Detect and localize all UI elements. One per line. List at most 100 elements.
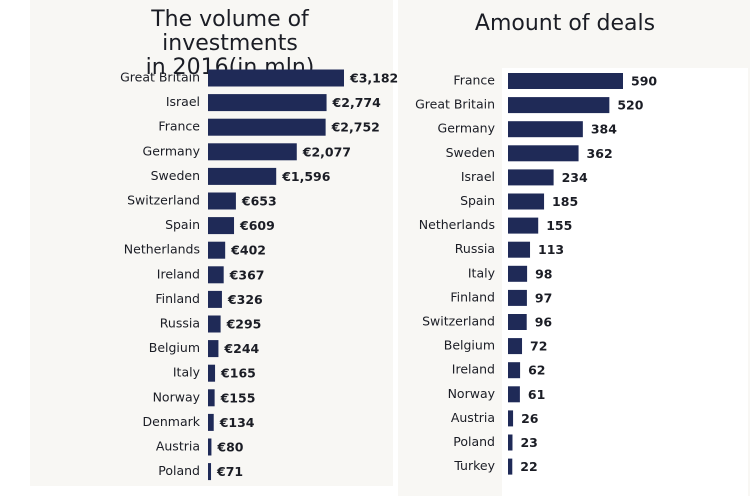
bar bbox=[508, 434, 513, 451]
bar bbox=[208, 463, 212, 481]
value-label: 590 bbox=[631, 74, 657, 89]
deals-plot-area bbox=[502, 68, 748, 496]
category-label: Ireland bbox=[452, 362, 495, 377]
value-label: 185 bbox=[552, 194, 578, 209]
value-label: €2,077 bbox=[302, 144, 351, 159]
value-label: €244 bbox=[223, 341, 259, 356]
bar bbox=[208, 192, 236, 210]
value-label: 62 bbox=[528, 363, 545, 378]
value-label: 23 bbox=[520, 435, 537, 450]
bar bbox=[208, 241, 226, 259]
category-label: Switzerland bbox=[422, 314, 495, 329]
value-label: €326 bbox=[227, 292, 263, 307]
bar bbox=[208, 438, 212, 456]
bar bbox=[208, 217, 235, 235]
bar bbox=[208, 94, 327, 112]
category-label: Italy bbox=[173, 365, 201, 380]
bar bbox=[508, 193, 545, 210]
bar bbox=[508, 97, 610, 114]
value-label: 234 bbox=[562, 170, 588, 185]
category-label: Norway bbox=[153, 389, 201, 404]
deals-chart-title: Amount of deals bbox=[440, 12, 690, 36]
category-label: Poland bbox=[158, 463, 200, 478]
category-label: Netherlands bbox=[124, 242, 200, 257]
bar bbox=[208, 143, 297, 161]
bar bbox=[508, 265, 528, 282]
category-label: Sweden bbox=[446, 145, 495, 160]
bar bbox=[508, 145, 579, 162]
value-label: €2,774 bbox=[332, 95, 382, 110]
value-label: 520 bbox=[617, 98, 643, 113]
category-label: Spain bbox=[165, 217, 200, 232]
bar bbox=[508, 362, 521, 379]
value-label: 96 bbox=[535, 315, 553, 330]
category-label: Germany bbox=[143, 143, 201, 158]
bar bbox=[208, 266, 224, 284]
value-label: €165 bbox=[220, 366, 256, 381]
value-label: 113 bbox=[538, 242, 564, 257]
deals-title-line-1: Amount of deals bbox=[474, 11, 656, 36]
value-label: 97 bbox=[535, 290, 552, 305]
category-label: Great Britain bbox=[120, 70, 200, 85]
bar bbox=[508, 121, 583, 138]
value-label: 384 bbox=[591, 122, 617, 137]
category-label: Spain bbox=[460, 193, 495, 208]
value-label: €3,182 bbox=[349, 71, 398, 86]
value-label: €71 bbox=[216, 464, 243, 479]
category-label: France bbox=[158, 119, 200, 134]
bar bbox=[208, 118, 326, 136]
value-label: €155 bbox=[220, 390, 256, 405]
category-label: Belgium bbox=[444, 338, 495, 353]
value-label: 362 bbox=[587, 146, 613, 161]
category-label: Russia bbox=[160, 316, 200, 331]
bar bbox=[208, 315, 221, 333]
investments-title-line-1: The volume of investments bbox=[151, 7, 309, 56]
category-label: Austria bbox=[156, 439, 200, 454]
value-label: 155 bbox=[546, 218, 572, 233]
bar bbox=[208, 69, 344, 87]
category-label: Great Britain bbox=[415, 97, 495, 112]
bar bbox=[508, 338, 523, 355]
category-label: Austria bbox=[451, 410, 495, 425]
category-label: Norway bbox=[448, 386, 496, 401]
value-label: 98 bbox=[535, 266, 552, 281]
value-label: €134 bbox=[219, 415, 255, 430]
bar bbox=[508, 458, 513, 475]
bar bbox=[208, 340, 219, 358]
category-label: Belgium bbox=[149, 340, 200, 355]
bar bbox=[508, 314, 527, 330]
bar bbox=[508, 289, 527, 306]
category-label: Finland bbox=[450, 289, 495, 304]
category-label: Denmark bbox=[143, 414, 201, 429]
value-label: €367 bbox=[229, 267, 265, 282]
bar bbox=[508, 217, 539, 234]
value-label: 26 bbox=[521, 411, 539, 426]
bar bbox=[208, 389, 215, 407]
bar bbox=[508, 410, 514, 427]
category-label: France bbox=[453, 73, 495, 88]
value-label: €402 bbox=[230, 243, 266, 258]
bar bbox=[208, 413, 214, 431]
bar bbox=[208, 290, 222, 308]
bar bbox=[208, 167, 277, 185]
category-label: Russia bbox=[455, 241, 495, 256]
category-label: Germany bbox=[438, 121, 496, 136]
category-label: Sweden bbox=[151, 168, 200, 183]
investments-chart-title: The volume of investments in 2016(in mln… bbox=[80, 8, 380, 80]
category-label: Israel bbox=[461, 169, 495, 184]
category-label: Switzerland bbox=[127, 193, 200, 208]
bar bbox=[508, 241, 531, 258]
category-label: Poland bbox=[453, 434, 495, 449]
bar bbox=[208, 364, 216, 382]
category-label: Italy bbox=[468, 265, 496, 280]
value-label: €80 bbox=[216, 440, 243, 455]
value-label: €609 bbox=[239, 218, 275, 233]
category-label: Turkey bbox=[453, 458, 495, 473]
value-label: €1,596 bbox=[281, 169, 331, 184]
value-label: 22 bbox=[520, 459, 537, 474]
value-label: 72 bbox=[530, 339, 547, 354]
value-label: €2,752 bbox=[331, 120, 380, 135]
